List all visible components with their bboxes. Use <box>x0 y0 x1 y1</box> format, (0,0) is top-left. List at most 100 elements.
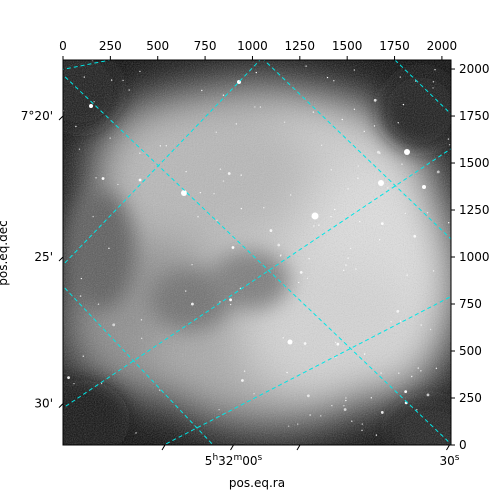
star <box>78 148 81 150</box>
star <box>122 79 124 82</box>
star <box>227 172 231 175</box>
star <box>235 123 238 125</box>
star <box>185 290 187 292</box>
star <box>240 174 242 176</box>
star <box>75 125 77 128</box>
star <box>82 355 85 357</box>
star <box>357 165 360 167</box>
star <box>190 302 194 306</box>
star <box>343 405 345 407</box>
star <box>345 397 347 399</box>
grid-line <box>63 285 214 445</box>
y-tick-label: 500 <box>459 344 482 358</box>
star <box>435 367 438 370</box>
star <box>363 353 366 355</box>
x-tick-label: 1000 <box>237 39 268 53</box>
x-axis-title: pos.eq.ra <box>229 476 285 490</box>
star <box>313 225 315 227</box>
star <box>254 106 256 108</box>
ra-tick <box>230 444 234 451</box>
star <box>110 79 113 81</box>
star <box>355 268 357 270</box>
dec-tick <box>58 115 64 121</box>
star <box>191 263 193 266</box>
star <box>380 372 382 374</box>
star <box>286 371 288 374</box>
star <box>185 170 187 173</box>
star <box>138 178 142 182</box>
star <box>361 429 363 432</box>
star <box>434 69 436 71</box>
star <box>432 81 435 83</box>
ra-tick-label: 30s <box>439 453 459 468</box>
star <box>100 382 103 385</box>
star <box>404 212 406 215</box>
star <box>255 71 257 74</box>
grid-line <box>63 148 451 409</box>
star <box>305 65 307 67</box>
x-tick-label: 500 <box>146 39 169 53</box>
star <box>79 295 82 297</box>
star <box>426 393 430 397</box>
star <box>197 215 199 218</box>
star <box>402 103 405 106</box>
bright-star <box>422 185 426 189</box>
y-axis-title: pos.eq.dec <box>0 220 10 285</box>
star <box>320 415 322 417</box>
ra-tick <box>296 444 301 451</box>
coordinate-grid <box>63 60 451 445</box>
y-tick-label: 1750 <box>459 109 490 123</box>
star <box>334 341 337 344</box>
star <box>420 370 422 372</box>
star <box>219 301 221 303</box>
star <box>259 106 262 108</box>
star <box>349 247 352 250</box>
star <box>282 337 284 339</box>
star <box>347 188 349 190</box>
star <box>117 183 119 186</box>
star <box>411 375 413 378</box>
star <box>92 215 94 218</box>
star <box>373 125 376 127</box>
star <box>298 281 300 284</box>
star <box>320 144 323 146</box>
star <box>399 76 402 78</box>
star <box>109 137 111 139</box>
grid-line <box>394 60 451 115</box>
star <box>283 121 286 123</box>
star <box>380 411 384 414</box>
pixel-axes: 0 250 500 750 1000 1250 1500 1750 2000 0 250 500 750… <box>59 39 489 452</box>
star <box>297 423 299 425</box>
star <box>253 393 255 395</box>
bright-star <box>404 149 410 155</box>
star <box>326 76 329 79</box>
star <box>432 270 435 272</box>
star <box>280 254 282 256</box>
star <box>128 89 130 91</box>
star <box>158 389 161 391</box>
star <box>401 163 403 165</box>
star <box>390 321 392 323</box>
bright-star <box>287 339 293 345</box>
bright-star <box>311 212 319 220</box>
star <box>343 408 347 411</box>
world-axes: 5h32m00s 30s 7°20' 25' 30' <box>21 109 460 468</box>
star <box>219 168 222 170</box>
x-tick-label: 750 <box>194 39 217 53</box>
star <box>309 414 311 416</box>
star <box>417 367 419 369</box>
star <box>83 76 86 78</box>
star <box>397 122 399 124</box>
bright-star <box>181 190 187 196</box>
grid-line <box>263 60 451 240</box>
star <box>373 98 377 102</box>
star <box>97 303 100 305</box>
star <box>216 219 218 222</box>
star <box>139 152 141 154</box>
star <box>406 274 408 276</box>
star <box>361 423 364 425</box>
star <box>330 215 332 218</box>
star <box>357 177 359 179</box>
star <box>290 194 292 196</box>
